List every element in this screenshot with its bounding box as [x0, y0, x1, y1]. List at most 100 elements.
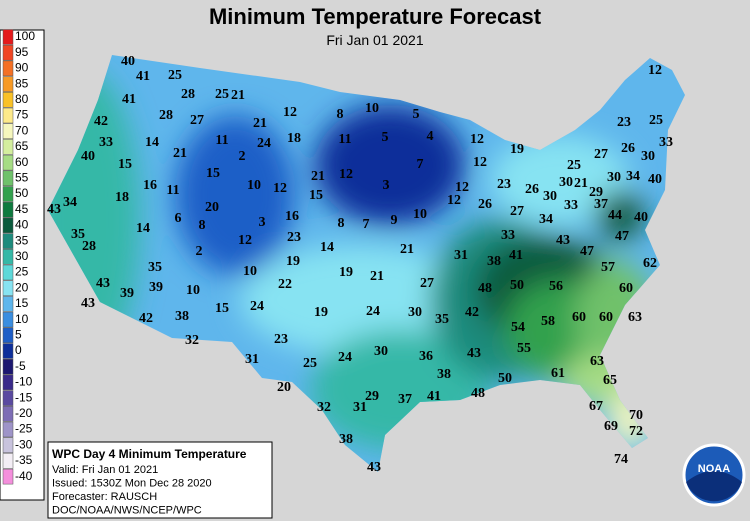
station-value: 12 — [283, 105, 297, 120]
legend-label: 70 — [15, 123, 29, 137]
station-value: 43 — [96, 276, 110, 291]
station-value: 11 — [215, 133, 228, 148]
station-value: 39 — [149, 280, 163, 295]
station-value: 8 — [337, 107, 344, 122]
station-value: 23 — [274, 332, 288, 347]
station-value: 3 — [259, 215, 266, 230]
station-value: 21 — [253, 116, 267, 131]
legend-label: 80 — [15, 92, 29, 106]
legend-swatch — [2, 468, 14, 485]
station-value: 22 — [278, 277, 292, 292]
station-value: 62 — [643, 256, 657, 271]
station-value: 61 — [551, 366, 565, 381]
legend-label: 85 — [15, 76, 29, 90]
station-value: 37 — [398, 392, 412, 407]
station-value: 54 — [511, 320, 525, 335]
station-value: 41 — [136, 69, 150, 84]
legend-swatch — [2, 186, 14, 202]
station-value: 31 — [245, 352, 259, 367]
legend-label: 5 — [15, 327, 22, 341]
station-value: 20 — [277, 380, 291, 395]
station-value: 43 — [556, 233, 570, 248]
legend-swatch — [2, 264, 14, 281]
legend-label: 40 — [15, 218, 29, 232]
legend-label: -40 — [15, 469, 33, 483]
station-value: 19 — [510, 142, 524, 157]
legend-swatch — [2, 139, 14, 155]
station-value: 42 — [94, 114, 108, 129]
legend-label: 10 — [15, 312, 29, 326]
station-value: 30 — [543, 189, 557, 204]
station-value: 12 — [238, 233, 252, 248]
station-value: 11 — [166, 183, 179, 198]
station-value: 12 — [473, 155, 487, 170]
legend-swatch — [2, 374, 14, 391]
station-value: 28 — [82, 239, 96, 254]
station-value: 24 — [250, 299, 264, 314]
station-value: 23 — [497, 177, 511, 192]
station-value: 38 — [487, 254, 501, 269]
station-value: 43 — [81, 296, 95, 311]
legend-swatch — [2, 280, 14, 296]
legend-label: 45 — [15, 202, 29, 216]
legend-label: 65 — [15, 139, 29, 153]
legend-swatch — [2, 170, 14, 187]
logo-wave — [686, 471, 742, 502]
station-value: 63 — [628, 310, 642, 325]
station-value: 30 — [607, 170, 621, 185]
station-value: 35 — [71, 227, 85, 242]
station-value: 23 — [287, 230, 301, 245]
station-value: 36 — [419, 349, 433, 364]
info-line: Issued: 1530Z Mon Dec 28 2020 — [52, 478, 212, 490]
station-value: 69 — [604, 419, 618, 434]
station-value: 12 — [455, 180, 469, 195]
station-value: 24 — [366, 304, 380, 319]
legend-swatch — [2, 201, 14, 218]
station-value: 60 — [572, 310, 586, 325]
station-value: 18 — [287, 131, 301, 146]
station-value: 7 — [363, 217, 370, 232]
station-value: 8 — [199, 218, 206, 233]
legend-swatch — [2, 406, 14, 422]
station-value: 30 — [641, 149, 655, 164]
station-value: 24 — [338, 350, 352, 365]
station-value: 14 — [320, 240, 334, 255]
station-value: 5 — [382, 130, 389, 145]
station-value: 21 — [370, 269, 384, 284]
legend-label: 100 — [15, 29, 35, 43]
station-value: 10 — [243, 264, 257, 279]
station-value: 30 — [408, 305, 422, 320]
station-value: 60 — [619, 281, 633, 296]
station-value: 60 — [599, 310, 613, 325]
station-value: 48 — [478, 281, 492, 296]
station-value: 14 — [136, 221, 150, 236]
legend-label: -5 — [15, 359, 26, 373]
station-value: 35 — [148, 260, 162, 275]
station-value: 9 — [391, 213, 398, 228]
station-value: 27 — [190, 113, 204, 128]
legend-swatch — [2, 92, 14, 108]
station-value: 14 — [145, 135, 159, 150]
station-value: 65 — [603, 373, 617, 388]
station-value: 23 — [617, 115, 631, 130]
station-value: 50 — [510, 278, 524, 293]
station-value: 25 — [303, 356, 317, 371]
legend-label: 95 — [15, 45, 29, 59]
legend-label: 75 — [15, 108, 29, 122]
station-value: 33 — [659, 135, 673, 150]
logo-text: NOAA — [698, 463, 730, 475]
legend-swatch — [2, 76, 14, 92]
station-value: 26 — [478, 197, 492, 212]
legend-label: 25 — [15, 265, 29, 279]
legend-swatch — [2, 29, 14, 45]
station-value: 16 — [285, 209, 299, 224]
station-value: 10 — [247, 178, 261, 193]
station-value: 41 — [427, 389, 441, 404]
station-value: 26 — [621, 141, 635, 156]
station-value: 30 — [559, 175, 573, 190]
legend-swatch — [2, 217, 14, 234]
legend-swatch — [2, 421, 14, 438]
station-value: 27 — [594, 147, 608, 162]
